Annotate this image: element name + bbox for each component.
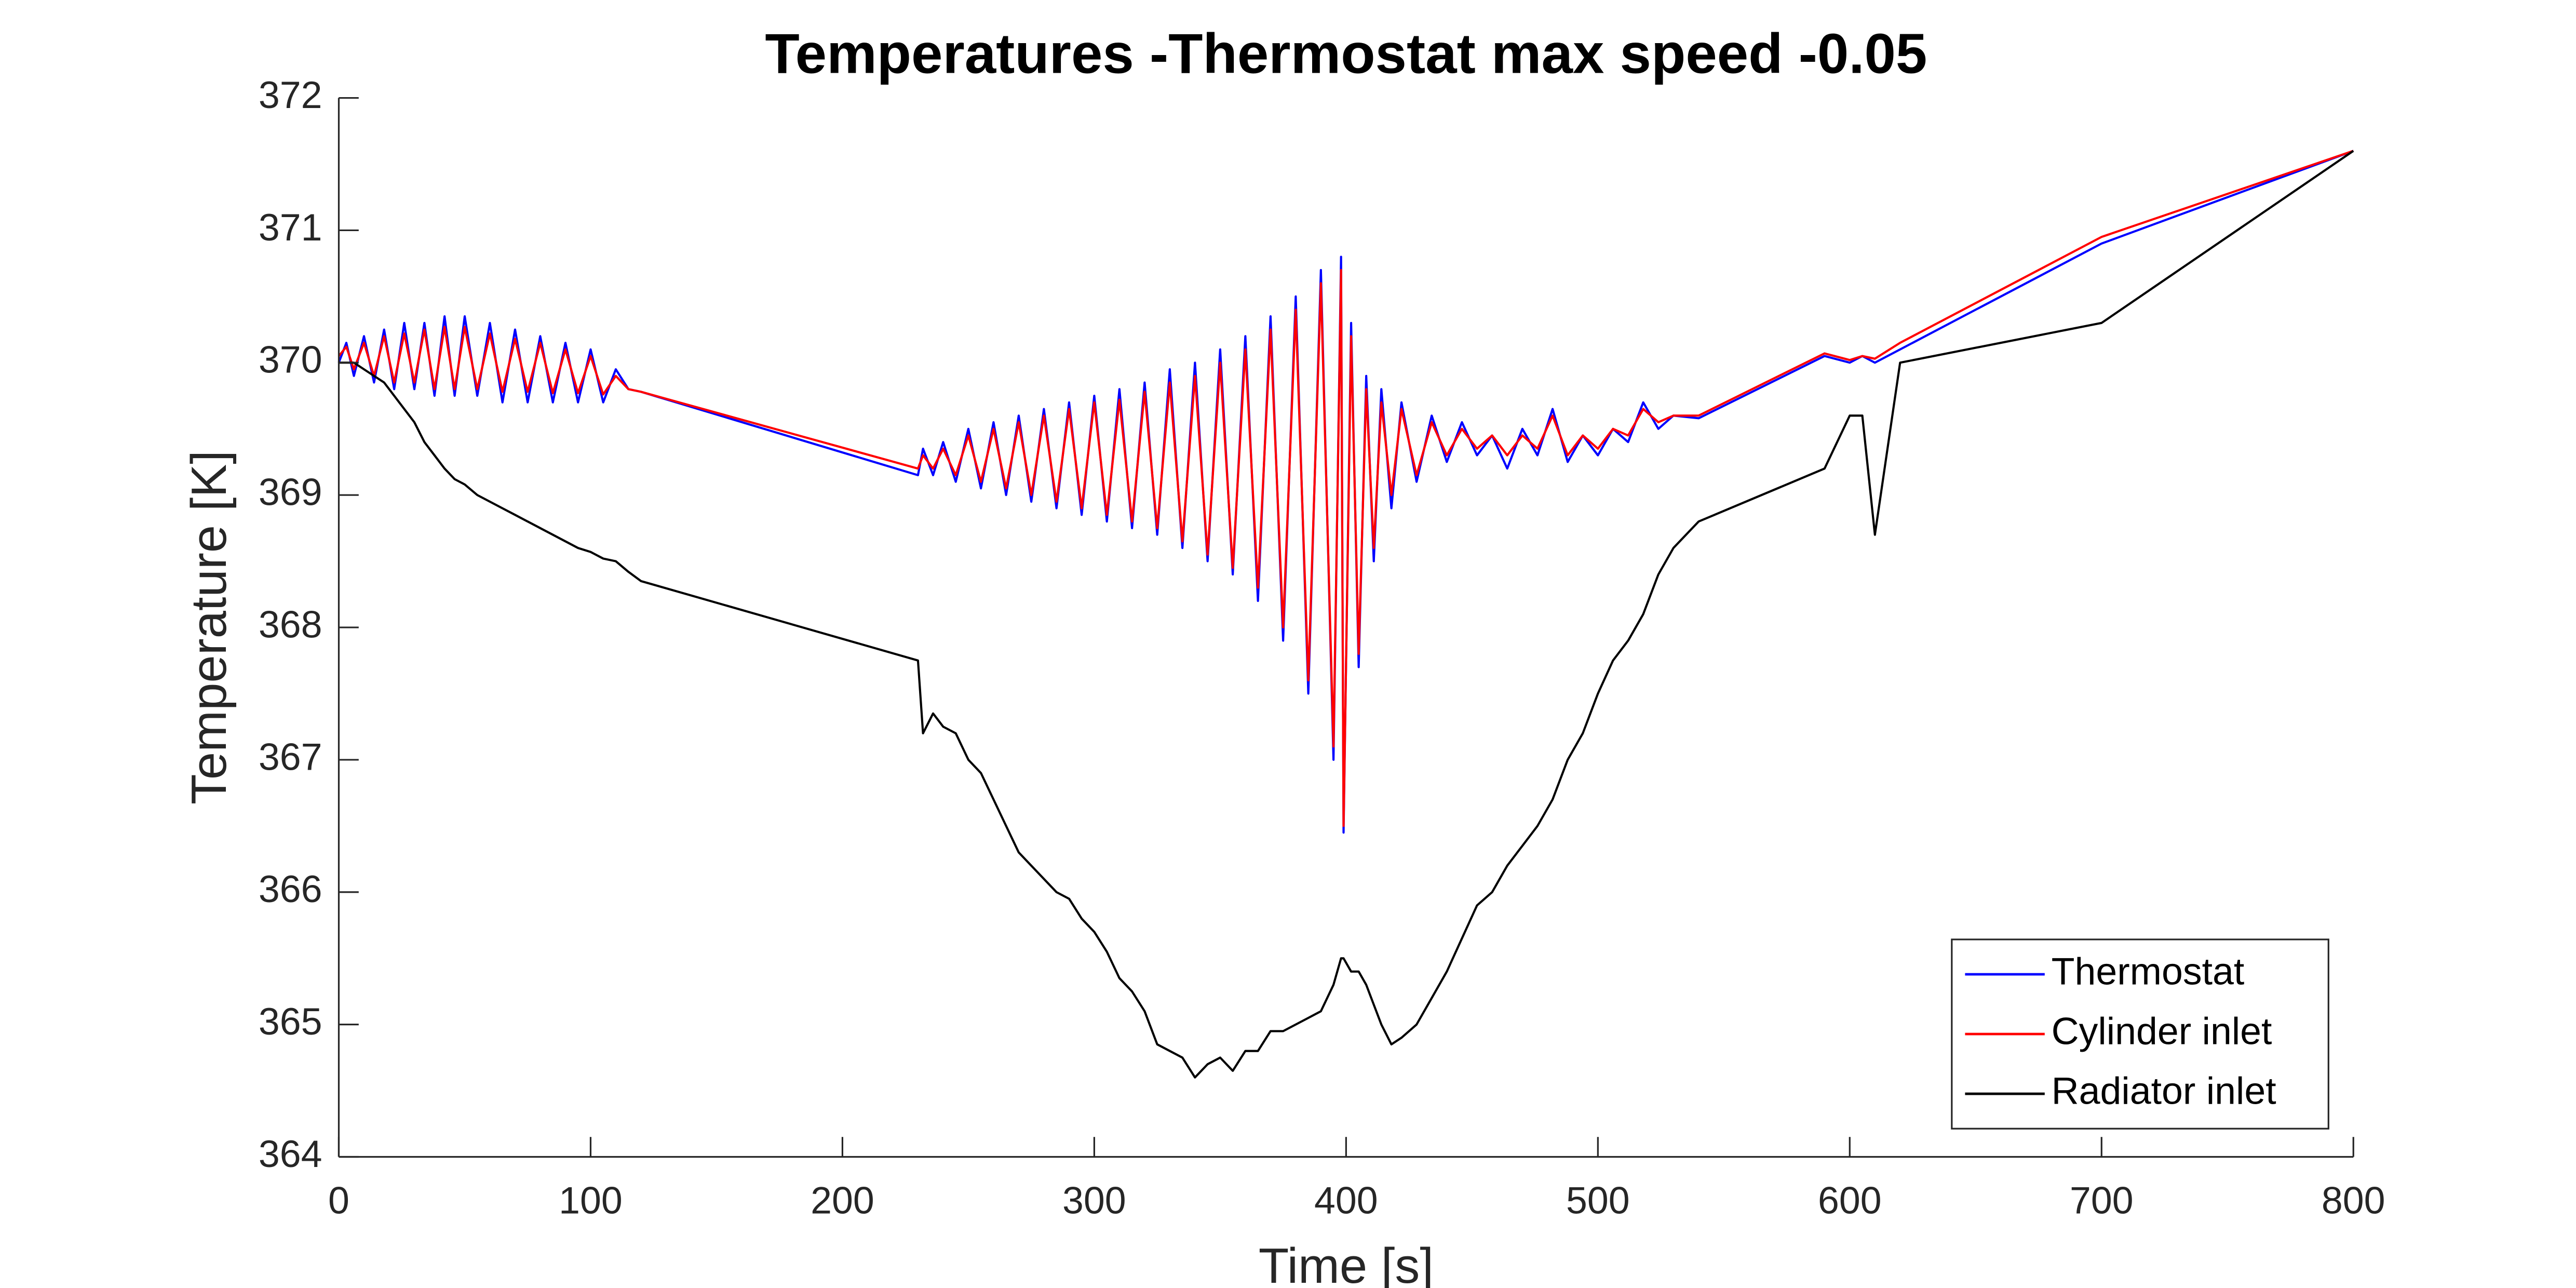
y-tick-label: 365 xyxy=(259,1000,322,1043)
legend-label: Thermostat xyxy=(2052,949,2245,992)
y-tick-label: 371 xyxy=(259,206,322,249)
x-tick-label: 300 xyxy=(1062,1178,1126,1222)
y-tick-label: 368 xyxy=(259,602,322,646)
x-tick-label: 800 xyxy=(2322,1178,2385,1222)
series-line xyxy=(338,150,2354,827)
x-tick-label: 500 xyxy=(1566,1178,1630,1222)
x-axis-label: Time [s] xyxy=(1259,1238,1434,1288)
x-tick-label: 700 xyxy=(2070,1178,2134,1222)
x-tick-label: 400 xyxy=(1314,1178,1378,1222)
legend: Thermostat Cylinder inlet Radiator inlet xyxy=(1951,938,2329,1130)
y-tick-label: 364 xyxy=(259,1132,322,1175)
y-tick-label: 372 xyxy=(259,73,322,116)
x-tick-label: 0 xyxy=(328,1178,349,1222)
y-tick-label: 367 xyxy=(259,735,322,778)
x-tick-label: 600 xyxy=(1818,1178,1882,1222)
y-axis-label: Temperature [K] xyxy=(181,450,237,804)
y-tick-label: 369 xyxy=(259,471,322,514)
legend-label: Cylinder inlet xyxy=(2052,1009,2272,1052)
chart-title: Temperatures -Thermostat max speed -0.05 xyxy=(765,23,1927,86)
x-tick-label: 200 xyxy=(811,1178,874,1222)
series-line xyxy=(339,150,2354,1079)
x-tick-label: 100 xyxy=(559,1178,623,1222)
y-tick-label: 366 xyxy=(259,867,322,910)
legend-label: Radiator inlet xyxy=(2052,1069,2276,1112)
y-tick-label: 370 xyxy=(259,338,322,381)
